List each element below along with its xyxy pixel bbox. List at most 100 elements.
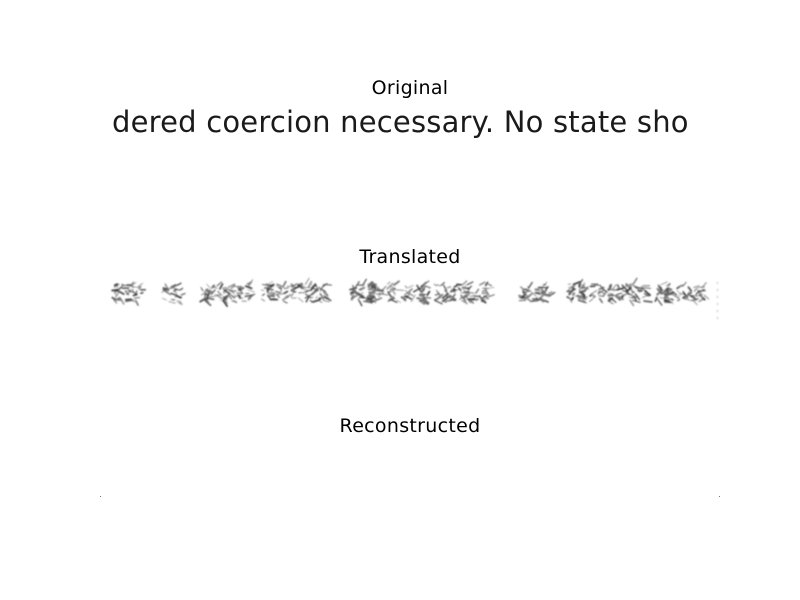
noise-stroke [449,299,457,302]
noise-stroke [134,299,139,306]
original-strip-clip-edge [708,92,720,152]
noise-stroke [207,297,215,301]
noise-stroke [304,293,312,299]
noise-stroke [463,291,470,294]
noise-stroke [457,287,462,292]
noise-stroke [470,298,479,301]
noise-stroke [376,292,385,295]
noise-stroke [434,300,443,305]
noise-stroke [631,295,635,299]
noise-stroke [462,284,467,291]
edge-speck [717,310,718,312]
noise-stroke [293,285,300,290]
noise-stroke [323,295,330,300]
noise-stroke [163,288,168,291]
noise-stroke [407,285,414,289]
noise-stroke [581,284,585,288]
noise-stroke [304,277,310,285]
noise-stroke [632,299,641,303]
noise-stroke [480,294,488,300]
noise-stroke [125,299,134,303]
noise-stroke [423,301,429,305]
noise-stroke [602,292,607,298]
noise-stroke [228,289,237,292]
noise-stroke [369,295,374,299]
noise-stroke [374,283,378,286]
noise-stroke [323,291,327,295]
noise-stroke [673,294,680,300]
noise-stroke [489,286,495,289]
noise-stroke [305,296,310,303]
noise-stroke [358,293,365,299]
noise-stroke [297,297,304,303]
noise-stroke [248,279,254,286]
noise-stroke [568,288,575,296]
noise-stroke [580,296,583,301]
noise-stroke [233,294,242,298]
noise-stroke [311,289,319,295]
noise-stroke [180,292,186,296]
noise-stroke [437,291,441,295]
noise-stroke [530,291,537,297]
noise-stroke [534,297,537,302]
noise-stroke [487,294,495,298]
noise-stroke [231,300,236,303]
noise-stroke [410,293,414,297]
noise-stroke [358,299,363,307]
noise-stroke [222,286,227,289]
noise-stroke [443,300,447,303]
translated-noisy-glyphs [111,277,718,319]
noise-stroke [368,291,374,294]
noise-stroke [216,281,222,287]
noise-stroke [352,286,356,291]
noise-stroke [671,301,674,305]
noise-stroke [437,293,444,299]
noise-stroke [687,286,693,292]
noise-stroke [396,299,402,303]
noise-stroke [352,284,355,288]
noise-stroke [568,297,573,303]
edge-speck [717,317,718,319]
noise-stroke [206,283,212,290]
noise-stroke [395,289,405,291]
noise-stroke [217,290,223,296]
noise-stroke [173,299,176,301]
noise-stroke [113,290,117,296]
noise-stroke [352,291,358,295]
noise-stroke [656,287,663,295]
noise-stroke [219,283,224,290]
noise-stroke [138,283,143,287]
noise-stroke [205,288,210,294]
noise-stroke [201,293,205,296]
noise-stroke [453,285,458,288]
noise-stroke [520,286,524,290]
noise-stroke [138,286,142,290]
noise-stroke [297,283,303,289]
noise-stroke [615,294,622,299]
noise-stroke [616,284,620,289]
noise-stroke [204,299,212,307]
noise-stroke [443,284,448,292]
noise-stroke [530,299,539,303]
noise-stroke [467,291,475,294]
noise-stroke [527,292,533,298]
noise-stroke [298,282,303,289]
noise-stroke [176,300,181,305]
noise-stroke [371,282,375,288]
noise-stroke [469,295,474,298]
noise-stroke [224,290,232,296]
reconstructed-image-strip [100,468,720,528]
noise-stroke [608,283,612,288]
noise-stroke [266,289,270,293]
noise-stroke [422,297,430,304]
noise-stroke [261,293,265,296]
noise-stroke [578,287,588,290]
edge-speck [717,289,718,291]
noise-stroke [435,284,441,287]
noise-stroke [222,300,228,308]
noise-stroke [693,285,700,288]
noise-stroke [304,293,313,299]
noise-stroke [678,292,683,295]
noise-stroke [567,283,572,285]
noise-stroke [607,292,612,295]
